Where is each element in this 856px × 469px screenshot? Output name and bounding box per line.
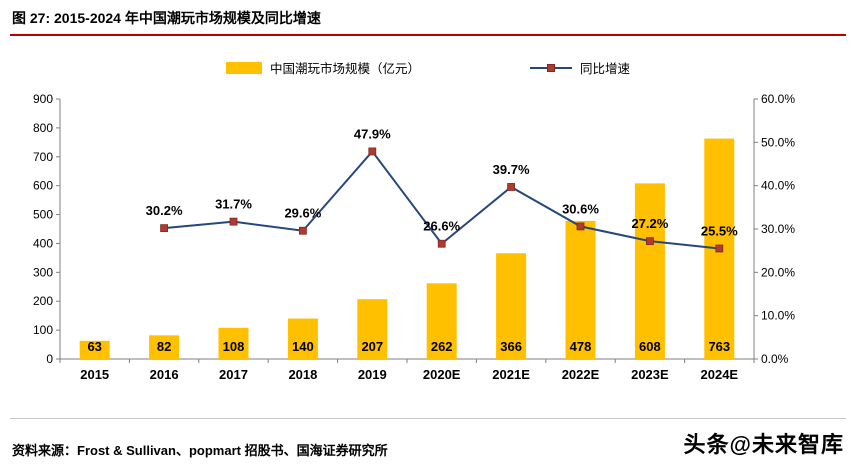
growth-value-label: 29.6%	[284, 206, 321, 221]
growth-value-label: 30.6%	[562, 201, 599, 216]
category-label: 2019	[358, 367, 387, 382]
category-label: 2020E	[423, 367, 461, 382]
right-axis-tick-label: 10.0%	[761, 309, 795, 323]
left-axis-tick-label: 300	[33, 265, 53, 279]
growth-marker	[160, 224, 169, 233]
growth-marker	[576, 222, 585, 231]
growth-value-label: 47.9%	[354, 126, 391, 141]
chart-header: 图 27: 2015-2024 年中国潮玩市场规模及同比增速	[10, 8, 846, 36]
category-label: 2022E	[562, 367, 600, 382]
growth-marker	[646, 237, 654, 246]
bar	[496, 253, 527, 359]
bar-value-label: 478	[570, 339, 592, 354]
right-axis-tick-label: 60.0%	[761, 92, 795, 106]
bar	[357, 299, 388, 359]
left-axis-tick-label: 100	[33, 323, 53, 337]
left-axis-tick-label: 900	[33, 92, 53, 106]
growth-marker	[298, 226, 307, 235]
growth-marker	[229, 217, 238, 226]
bar	[287, 318, 318, 359]
chart-title: 图 27: 2015-2024 年中国潮玩市场规模及同比增速	[12, 10, 321, 26]
bar-value-label: 262	[431, 339, 453, 354]
bar	[426, 283, 457, 359]
growth-marker	[437, 239, 446, 248]
legend-item-growth: 同比增速	[530, 58, 630, 77]
growth-marker	[715, 244, 724, 253]
bar-value-label: 608	[639, 339, 661, 354]
right-axis-tick-label: 20.0%	[761, 265, 795, 279]
right-axis-tick-label: 40.0%	[761, 179, 795, 193]
right-axis: 0.0% 10.0% 20.0% 30.0% 40.0% 50.0% 60.0%	[754, 92, 795, 366]
bar	[149, 335, 180, 359]
chart-legend: 中国潮玩市场规模（亿元） 同比增速	[0, 58, 856, 77]
category-label: 2017	[219, 367, 248, 382]
legend-label-market-size: 中国潮玩市场规模（亿元）	[269, 62, 420, 76]
category-label: 2016	[150, 367, 179, 382]
legend-label-growth: 同比增速	[580, 62, 631, 76]
bar-value-label: 82	[157, 339, 171, 354]
left-axis-tick-label: 0	[46, 352, 53, 366]
category-label: 2015	[80, 367, 109, 382]
growth-marker	[507, 183, 516, 191]
bar	[218, 327, 249, 359]
category-label: 2021E	[492, 367, 530, 382]
bar-value-label: 207	[361, 339, 383, 354]
growth-line: 30.2% 31.7% 29.6% 47.9% 26.6% 39.7% 30.6% 27.2%…	[146, 126, 738, 253]
left-axis: 0 100 200 300 400 500 600 700 800 900	[33, 92, 60, 366]
source-note: 资料来源：Frost & Sullivan、popmart 招股书、国海证券研究…	[12, 443, 388, 458]
growth-value-label: 25.5%	[701, 224, 738, 239]
left-axis-tick-label: 500	[33, 208, 53, 222]
x-axis: 2015 2016 2017 2018 2019 2020E 2021E 2022E 2023E…	[59, 359, 755, 382]
bar-value-label: 108	[223, 339, 245, 354]
bar	[79, 340, 110, 359]
left-axis-tick-label: 400	[33, 236, 53, 250]
left-axis-tick-label: 800	[33, 121, 53, 135]
bar	[634, 183, 665, 359]
left-axis-tick-label: 600	[33, 179, 53, 193]
watermark: 头条@未来智库	[683, 432, 844, 457]
growth-value-label: 30.2%	[146, 203, 183, 218]
category-label: 2023E	[631, 367, 669, 382]
growth-value-label: 39.7%	[493, 162, 530, 177]
growth-value-label: 31.7%	[215, 197, 252, 212]
bar-value-label: 63	[87, 339, 101, 354]
footer: 资料来源：Frost & Sullivan、popmart 招股书、国海证券研究…	[10, 418, 846, 459]
line-swatch	[530, 62, 572, 74]
legend-item-market-size: 中国潮玩市场规模（亿元）	[225, 58, 420, 77]
left-axis-tick-label: 700	[33, 150, 53, 164]
bar-value-label: 366	[500, 339, 522, 354]
category-label: 2018	[288, 367, 317, 382]
bar-value-label: 140	[292, 339, 314, 354]
bar	[565, 220, 596, 359]
market-chart: 0 100 200 300 400 500 600 700 800 900 0.0% 10.0% 20.…	[33, 92, 795, 382]
right-axis-tick-label: 0.0%	[761, 352, 789, 366]
left-axis-tick-label: 200	[33, 294, 53, 308]
growth-value-label: 27.2%	[631, 216, 668, 231]
growth-value-label: 26.6%	[423, 219, 460, 234]
bar-value-label: 763	[708, 339, 730, 354]
growth-marker	[368, 147, 377, 156]
chart-area: 0 100 200 300 400 500 600 700 800 900 0.0% 10.0% 20.…	[18, 87, 838, 402]
right-axis-tick-label: 50.0%	[761, 135, 795, 149]
right-axis-tick-label: 30.0%	[761, 222, 795, 236]
category-label: 2024E	[701, 367, 739, 382]
bars: 63 82 108 140 207 262 366 478 608 763	[79, 138, 735, 359]
bar-swatch	[225, 61, 262, 74]
